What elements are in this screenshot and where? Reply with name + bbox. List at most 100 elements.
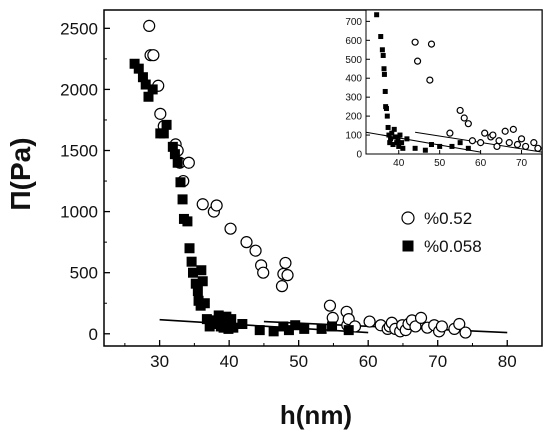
- inset-data-point: [411, 38, 419, 46]
- legend-label: %0.058: [424, 237, 482, 256]
- data-point: [254, 325, 265, 336]
- inset-series-filled-square: [374, 12, 471, 153]
- data-point: [323, 299, 337, 312]
- y-tick-label: 2000: [60, 80, 98, 99]
- inset-data-point: [495, 137, 503, 145]
- inset-y-tick-label: 500: [345, 55, 362, 66]
- legend-item: %0.52: [401, 209, 472, 228]
- data-point: [275, 280, 289, 293]
- inset-data-point: [374, 12, 380, 18]
- inset-data-point: [457, 140, 463, 146]
- inset-x-tick-label: 50: [434, 158, 446, 169]
- inset-data-point: [381, 66, 387, 72]
- y-tick-label: 2500: [60, 19, 98, 38]
- inset-y-tick-label: 200: [345, 112, 362, 123]
- inset-data-point: [428, 142, 434, 148]
- inset-data-point: [449, 143, 455, 149]
- x-tick-label: 30: [150, 352, 169, 371]
- data-point: [278, 321, 289, 332]
- inset-data-point: [412, 145, 418, 151]
- inset-data-point: [383, 106, 389, 112]
- data-point: [281, 269, 294, 282]
- inset-data-point: [513, 140, 522, 149]
- inset-series-open-circle: [411, 38, 542, 152]
- data-point: [197, 276, 208, 287]
- data-point: [199, 298, 210, 309]
- inset-data-point: [413, 57, 422, 65]
- inset-data-point: [464, 120, 472, 128]
- inset-data-point: [509, 125, 517, 133]
- inset-data-point: [397, 132, 403, 138]
- inset-y-tick-label: 0: [356, 150, 362, 161]
- x-axis-label: h(nm): [280, 400, 352, 430]
- data-point: [133, 63, 144, 74]
- data-point: [316, 323, 327, 334]
- inset-data-point: [534, 144, 542, 152]
- data-point: [143, 19, 156, 32]
- inset-data-point: [384, 113, 390, 119]
- inset-data-point: [468, 137, 477, 145]
- inset-data-point: [460, 114, 468, 122]
- data-point: [196, 265, 207, 276]
- inset-data-point: [404, 136, 410, 142]
- data-point: [184, 243, 195, 254]
- inset-data-point: [501, 127, 509, 135]
- legend: %0.52 %0.058: [401, 209, 482, 256]
- inset-data-point: [437, 143, 443, 149]
- data-point: [210, 199, 223, 212]
- inset-y-tick-label: 400: [345, 74, 362, 85]
- inset-data-point: [387, 140, 393, 146]
- y-tick-label: 0: [89, 325, 98, 344]
- data-point: [154, 107, 167, 120]
- series-open-circle: [143, 19, 472, 339]
- inset-data-point: [456, 106, 464, 115]
- inset-data-point: [505, 139, 513, 147]
- data-point: [147, 49, 160, 62]
- data-point: [279, 256, 292, 270]
- x-tick-label: 80: [498, 352, 517, 371]
- plot-frame: [103, 9, 543, 347]
- inset-x-tick-label: 70: [516, 158, 528, 169]
- inset-data-point: [422, 147, 428, 153]
- y-tick-label: 1000: [60, 203, 98, 222]
- data-point: [268, 326, 279, 337]
- data-point: [169, 149, 180, 160]
- inset-y-tick-label: 600: [345, 36, 362, 47]
- inset-y-tick-label: 700: [345, 17, 362, 28]
- inset-data-point: [380, 52, 386, 58]
- data-point: [196, 198, 209, 211]
- x-tick-label: 60: [359, 352, 378, 371]
- data-point: [175, 177, 186, 188]
- inset-data-point: [379, 47, 385, 53]
- data-point: [237, 319, 248, 330]
- inset-data-point: [400, 145, 406, 151]
- inset-data-point: [391, 126, 397, 132]
- data-point: [172, 157, 183, 168]
- x-tick-label: 40: [220, 352, 239, 371]
- inset-fit-line: [365, 131, 481, 153]
- data-point: [290, 320, 301, 331]
- inset-data-point: [390, 142, 396, 148]
- inset-data-point: [389, 130, 395, 136]
- data-point: [147, 84, 158, 95]
- inset-x-tick-label: 60: [475, 158, 487, 169]
- inset-data-point: [392, 134, 398, 140]
- data-point: [224, 222, 237, 235]
- data-point: [459, 326, 472, 339]
- data-point: [226, 314, 237, 325]
- data-point: [249, 244, 262, 257]
- inset-data-point: [426, 76, 434, 84]
- data-point: [192, 286, 203, 297]
- legend-label: %0.52: [424, 209, 472, 228]
- data-point: [363, 315, 376, 328]
- inset-data-point: [395, 138, 401, 144]
- inset-data-point: [517, 135, 526, 143]
- inset-y-tick-label: 300: [345, 93, 362, 104]
- inset-data-point: [446, 129, 454, 137]
- data-point: [182, 156, 195, 169]
- data-point: [435, 320, 448, 333]
- legend-marker: [402, 240, 414, 252]
- inset-data-point: [378, 34, 384, 40]
